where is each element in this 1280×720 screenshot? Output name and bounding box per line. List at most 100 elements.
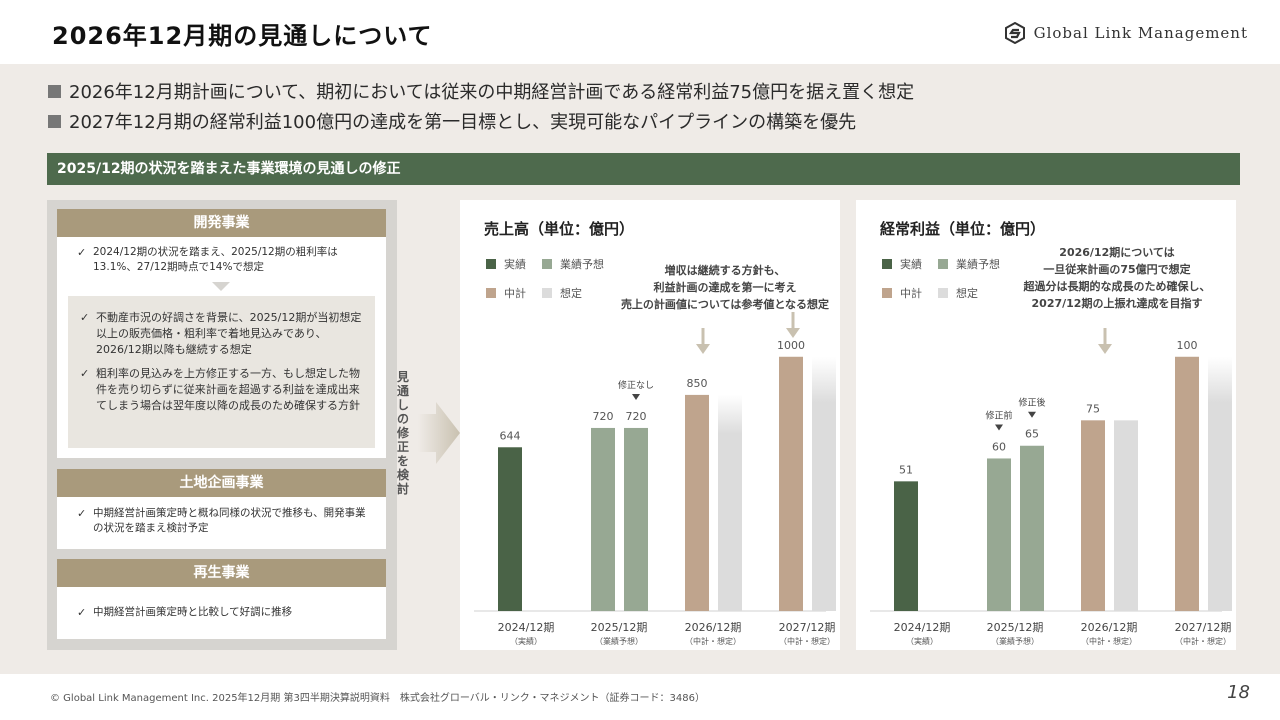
dev-sub-box: ✓ 不動産市況の好調さを背景に、2025/12期が当初想定以上の販売価格・粗利率… (68, 296, 375, 448)
dev-sub-item: ✓ 粗利率の見込みを上方修正する一方、もし想定した物件を売り切らずに従来計画を超… (80, 366, 363, 414)
x-tick-sublabel: （中計・想定） (779, 636, 835, 646)
sales-note: 増収は継続する方針も、 利益計画の達成を第一に考え 売上の計画値については参考値… (608, 262, 842, 313)
down-arrow-icon (696, 344, 710, 354)
note-line: 増収は継続する方針も、 (664, 264, 786, 277)
bar-forecast (624, 427, 648, 611)
legend-swatch (542, 259, 552, 269)
legend-label: 業績予想 (560, 258, 604, 271)
x-tick-label: 2027/12期 (779, 621, 836, 634)
x-tick-sublabel: （中計・想定） (1081, 636, 1137, 646)
renew-check-item: ✓ 中期経営計画策定時と比較して好調に推移 (77, 605, 376, 620)
x-tick-label: 2024/12期 (894, 621, 951, 634)
data-label: 720 (593, 410, 614, 423)
dev-item-text: 2024/12期の状況を踏まえ、2025/12期の粗利率は13.1%、27/12… (93, 246, 338, 273)
data-label: 75 (1086, 402, 1100, 415)
data-label: 720 (626, 410, 647, 423)
legend-swatch (882, 288, 892, 298)
bar-forecast (591, 427, 615, 611)
page-number: 18 (1227, 682, 1250, 703)
chart-title: 経常利益（単位：億円） (880, 220, 1046, 238)
x-tick-sublabel: （業績予想） (991, 636, 1039, 646)
renew-item-text: 中期経営計画策定時と比較して好調に推移 (93, 606, 293, 618)
legend-swatch (486, 259, 496, 269)
dev-business-title: 開発事業 (57, 209, 386, 237)
dev-sub-item-text: 不動産市況の好調さを背景に、2025/12期が当初想定以上の販売価格・粗利率で着… (96, 311, 362, 356)
bar-assumed (1114, 420, 1138, 611)
land-business-title: 土地企画事業 (57, 469, 386, 497)
summary-bullets: 2026年12月期計画について、期初においては従来の中期経営計画である経常利益7… (48, 76, 914, 136)
legend-assumed: 想定 (542, 285, 582, 301)
data-label: 60 (992, 440, 1006, 453)
x-tick-sublabel: （中計・想定） (685, 636, 741, 646)
bar-assumed (1208, 356, 1232, 611)
section-title: 2025/12期の状況を踏まえた事業環境の見通しの修正 (47, 153, 1240, 185)
profit-note: 2026/12期については 一旦従来計画の75億円で想定 超過分は長期的な成長の… (1006, 244, 1228, 312)
company-logo: Global Link Management (1004, 22, 1248, 44)
x-tick-label: 2027/12期 (1175, 621, 1232, 634)
legend-label: 業績予想 (956, 258, 1000, 271)
footer: © Global Link Management Inc. 2025年12月期 … (0, 674, 1280, 720)
data-label: 65 (1025, 428, 1039, 441)
square-bullet-icon (48, 84, 61, 98)
summary-bullet: 2026年12月期計画について、期初においては従来の中期経営計画である経常利益7… (48, 76, 914, 106)
bar-plan (685, 394, 709, 611)
summary-bullet: 2027年12月期の経常利益100億円の達成を第一目標とし、実現可能なパイプライ… (48, 106, 914, 136)
dev-sub-item: ✓ 不動産市況の好調さを背景に、2025/12期が当初想定以上の販売価格・粗利率… (80, 310, 363, 358)
x-tick-sublabel: （実績） (510, 636, 542, 646)
data-label: 51 (899, 463, 913, 476)
bullet-text: 2027年12月期の経常利益100億円の達成を第一目標とし、実現可能なパイプライ… (69, 112, 857, 133)
square-bullet-icon (48, 114, 61, 128)
note-line: 超過分は長期的な成長のため確保し、 (1023, 280, 1211, 293)
legend-label: 想定 (560, 287, 582, 300)
legend-label: 実績 (504, 258, 526, 271)
x-tick-label: 2025/12期 (591, 621, 648, 634)
down-triangle-icon (632, 393, 640, 400)
land-check-item: ✓ 中期経営計画策定時と概ね同様の状況で推移も、開発事業の状況を踏まえ検討予定 (77, 506, 376, 536)
note-line: 2027/12期の上振れ達成を目指す (1031, 297, 1203, 310)
dev-sub-item-text: 粗利率の見込みを上方修正する一方、もし想定した物件を売り切らずに従来計画を超過す… (96, 367, 360, 412)
legend-swatch (938, 259, 948, 269)
data-label: 644 (500, 429, 521, 442)
x-tick-sublabel: （中計・想定） (1175, 636, 1231, 646)
legend-label: 実績 (900, 258, 922, 271)
bar-annotation: 修正なし (618, 379, 654, 391)
profit-chart-panel: 経常利益（単位：億円） 実績 業績予想 中計 想定 2026/12期については … (856, 200, 1236, 650)
bar-forecast (1020, 445, 1044, 611)
footer-text: © Global Link Management Inc. 2025年12月期 … (50, 693, 705, 704)
x-tick-sublabel: （実績） (906, 636, 938, 646)
legend-label: 中計 (504, 287, 526, 300)
down-triangle-icon (995, 424, 1003, 431)
data-label: 1000 (777, 339, 805, 352)
note-line: 利益計画の達成を第一に考え (653, 281, 797, 294)
renew-business-body: ✓ 中期経営計画策定時と比較して好調に推移 (57, 587, 386, 639)
page-title: 2026年12月期の見通しについて (52, 22, 433, 50)
bullet-text: 2026年12月期計画について、期初においては従来の中期経営計画である経常利益7… (69, 82, 915, 103)
legend-assumed: 想定 (938, 285, 978, 301)
down-arrow-icon (786, 328, 800, 338)
note-line: 売上の計画値については参考値となる想定 (620, 298, 830, 311)
right-arrow-icon (418, 402, 460, 464)
check-icon: ✓ (77, 507, 87, 520)
legend-swatch (938, 288, 948, 298)
x-tick-label: 2024/12期 (498, 621, 555, 634)
x-tick-label: 2026/12期 (685, 621, 742, 634)
dev-check-item: ✓ 2024/12期の状況を踏まえ、2025/12期の粗利率は13.1%、27/… (77, 245, 376, 275)
bar-actual (498, 447, 522, 611)
x-tick-sublabel: （業績予想） (595, 636, 643, 646)
down-arrow-icon (1098, 344, 1112, 354)
data-label: 850 (687, 377, 708, 390)
down-triangle-icon (1028, 411, 1036, 418)
chart-title: 売上高（単位：億円） (484, 220, 635, 238)
revision-arrow-label: 見通しの修正を検討 (397, 370, 410, 496)
legend-plan: 中計 (486, 285, 526, 301)
down-triangle-icon (212, 282, 230, 291)
check-icon: ✓ (80, 311, 90, 324)
renew-business-title: 再生事業 (57, 559, 386, 587)
check-icon: ✓ (80, 367, 90, 380)
bar-forecast (987, 458, 1011, 611)
profit-chart: 51 60 修正前 65 修正後 75 100 2024/12期 （実績） 2025/12期 （業績… (870, 328, 1232, 646)
legend-actual: 実績 (486, 256, 526, 272)
legend-swatch (882, 259, 892, 269)
x-tick-label: 2025/12期 (987, 621, 1044, 634)
legend-label: 中計 (900, 287, 922, 300)
